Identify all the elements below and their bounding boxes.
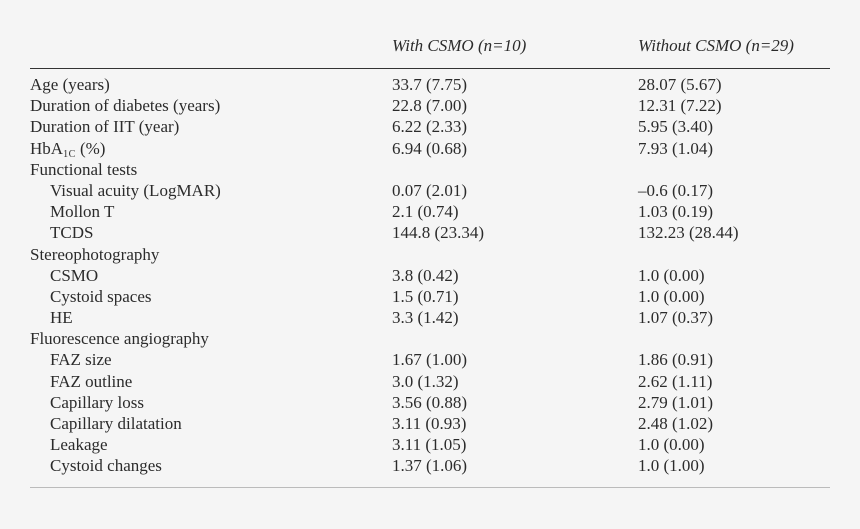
cell-with-csmo: 3.11 (1.05) [392, 435, 467, 455]
row-label: Duration of IIT (year) [30, 117, 180, 137]
row-label: Age (years) [30, 75, 110, 94]
table-section-functional-tests: Functional tests [0, 159, 860, 180]
table-row-leakage: Leakage 3.11 (1.05) 1.0 (0.00) [0, 434, 860, 455]
row-label: Visual acuity (LogMAR) [50, 180, 221, 200]
cell-without-csmo: –0.6 (0.17) [638, 180, 714, 200]
table-row-csmo: CSMO 3.8 (0.42) 1.0 (0.00) [0, 265, 860, 286]
cell-without-csmo: 5.95 (3.40) [638, 117, 714, 137]
cell-without-csmo: 1.0 (0.00) [638, 265, 705, 285]
table-body: Age (years) 33.7 (7.75) 28.07 (5.67) Dur… [0, 74, 860, 477]
table-row-he: HE 3.3 (1.42) 1.07 (0.37) [0, 307, 860, 328]
column-header-without-csmo: Without CSMO (n=29) [638, 36, 794, 55]
row-label: Capillary loss [50, 392, 144, 412]
table-row-capillary-loss: Capillary loss 3.56 (0.88) 2.79 (1.01) [0, 392, 860, 413]
row-label: Cystoid spaces [50, 286, 152, 306]
table-row-age: Age (years) 33.7 (7.75) 28.07 (5.67) [0, 74, 860, 95]
table-row-hba1c: HbA1C (%) 6.94 (0.68) 7.93 (1.04) [0, 138, 860, 160]
header-rule [30, 68, 830, 69]
table-row-faz-outline: FAZ outline 3.0 (1.32) 2.62 (1.11) [0, 371, 860, 392]
bottom-rule [30, 487, 830, 488]
row-label: Capillary dilatation [50, 414, 182, 433]
cell-without-csmo: 1.0 (0.00) [638, 435, 705, 455]
row-label: FAZ size [50, 350, 112, 370]
cell-without-csmo: 1.0 (1.00) [638, 456, 705, 476]
row-label: FAZ outline [50, 371, 133, 391]
cell-without-csmo: 1.86 (0.91) [638, 350, 714, 370]
table-row-duration-iit: Duration of IIT (year) 6.22 (2.33) 5.95 … [0, 116, 860, 137]
cell-with-csmo: 3.3 (1.42) [392, 308, 459, 328]
cell-with-csmo: 3.0 (1.32) [392, 371, 459, 391]
cell-with-csmo: 3.56 (0.88) [392, 392, 468, 412]
table-row-cystoid-changes: Cystoid changes 1.37 (1.06) 1.0 (1.00) [0, 455, 860, 476]
table-section-fluorescence-angiography: Fluorescence angiography [0, 328, 860, 349]
cell-with-csmo: 2.1 (0.74) [392, 202, 459, 222]
cell-with-csmo: 33.7 (7.75) [392, 75, 468, 94]
cell-without-csmo: 2.62 (1.11) [638, 371, 713, 391]
cell-without-csmo: 2.48 (1.02) [638, 414, 714, 433]
row-label: TCDS [50, 223, 94, 243]
cell-with-csmo: 22.8 (7.00) [392, 96, 468, 116]
row-label: Duration of diabetes (years) [30, 96, 221, 116]
section-label: Stereophotography [30, 244, 160, 264]
cell-with-csmo: 3.11 (0.93) [392, 414, 467, 433]
row-label: Cystoid changes [50, 456, 162, 476]
row-label: HE [50, 308, 73, 328]
cell-with-csmo: 1.37 (1.06) [392, 456, 468, 476]
cell-without-csmo: 1.03 (0.19) [638, 202, 714, 222]
section-label: Fluorescence angiography [30, 329, 209, 349]
cell-with-csmo: 1.5 (0.71) [392, 286, 459, 306]
table-row-tcds: TCDS 144.8 (23.34) 132.23 (28.44) [0, 222, 860, 243]
cell-with-csmo: 0.07 (2.01) [392, 180, 468, 200]
cell-without-csmo: 1.0 (0.00) [638, 286, 705, 306]
cell-without-csmo: 132.23 (28.44) [638, 223, 739, 243]
cell-with-csmo: 3.8 (0.42) [392, 265, 459, 285]
cell-with-csmo: 6.94 (0.68) [392, 138, 468, 158]
label-subscript: 1C [63, 148, 76, 160]
cell-without-csmo: 7.93 (1.04) [638, 138, 714, 158]
column-header-with-csmo: With CSMO (n=10) [392, 36, 527, 55]
table-section-stereophotography: Stereophotography [0, 244, 860, 265]
label-tail: (%) [75, 138, 106, 158]
cell-without-csmo: 12.31 (7.22) [638, 96, 722, 116]
cell-with-csmo: 1.67 (1.00) [392, 350, 468, 370]
cell-without-csmo: 1.07 (0.37) [638, 308, 714, 328]
table-header: With CSMO (n=10) Without CSMO (n=29) [0, 36, 860, 60]
row-label: Leakage [50, 435, 108, 455]
table-row-mollon-t: Mollon T 2.1 (0.74) 1.03 (0.19) [0, 201, 860, 222]
table-row-capillary-dilatation: Capillary dilatation 3.11 (0.93) 2.48 (1… [0, 413, 860, 434]
label-main: HbA [30, 138, 64, 158]
cell-with-csmo: 144.8 (23.34) [392, 223, 485, 243]
cell-without-csmo: 28.07 (5.67) [638, 75, 722, 94]
row-label: Mollon T [50, 202, 115, 222]
cell-with-csmo: 6.22 (2.33) [392, 117, 468, 137]
cell-without-csmo: 2.79 (1.01) [638, 392, 714, 412]
table-row-faz-size: FAZ size 1.67 (1.00) 1.86 (0.91) [0, 349, 860, 370]
table-row-duration-diabetes: Duration of diabetes (years) 22.8 (7.00)… [0, 95, 860, 116]
row-label: CSMO [50, 265, 99, 285]
table-row-cystoid-spaces: Cystoid spaces 1.5 (0.71) 1.0 (0.00) [0, 286, 860, 307]
row-label: HbA1C (%) [30, 138, 105, 165]
section-label: Functional tests [30, 159, 138, 179]
table-row-visual-acuity: Visual acuity (LogMAR) 0.07 (2.01) –0.6 … [0, 180, 860, 201]
